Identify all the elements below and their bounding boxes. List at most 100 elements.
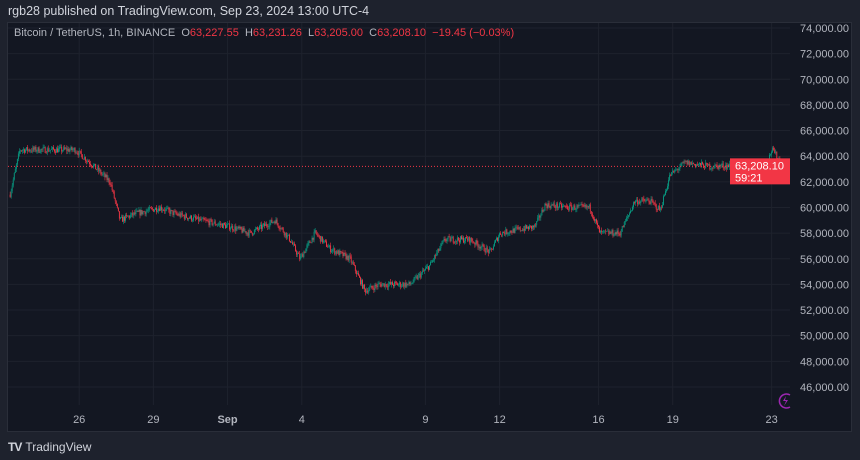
candle-body <box>551 204 553 206</box>
x-tick-label: 16 <box>592 414 604 426</box>
candle-body <box>310 242 312 244</box>
candle-body <box>291 242 292 244</box>
candle-body <box>363 284 365 289</box>
candle-body <box>511 232 513 233</box>
candle-body <box>78 150 80 156</box>
open-label: O <box>181 27 190 39</box>
candle-body <box>385 283 387 287</box>
candle-body <box>250 230 252 233</box>
candle-body <box>21 150 22 152</box>
open-value: 63,227.55 <box>189 27 239 39</box>
candle-body <box>264 223 266 227</box>
candle-body <box>86 160 88 162</box>
candle-body <box>271 219 273 223</box>
candle-body <box>627 215 629 217</box>
chart-panel[interactable] <box>7 22 852 432</box>
candle-body <box>620 231 622 236</box>
candle-body <box>662 196 664 206</box>
candle-body <box>492 246 494 250</box>
candle-body <box>594 219 596 221</box>
candle-body <box>417 275 419 280</box>
candle-body <box>29 149 31 152</box>
candle-body <box>322 240 324 243</box>
candle-body <box>770 154 772 155</box>
candle-body <box>485 247 487 253</box>
candle-body <box>328 246 330 248</box>
candle-body <box>458 240 460 243</box>
candle-body <box>386 286 388 288</box>
candle-body <box>144 211 146 215</box>
candle-body <box>433 259 435 261</box>
candle-body <box>353 264 355 266</box>
candle-body <box>42 147 44 150</box>
candle-body <box>278 226 280 229</box>
candle-body <box>350 256 352 263</box>
candle-body <box>64 147 66 150</box>
candle-body <box>442 240 444 243</box>
tradingview-logo[interactable]: TV TradingView <box>8 440 91 454</box>
candle-body <box>532 225 534 229</box>
candle-body <box>102 173 104 175</box>
candle-body <box>313 231 315 240</box>
candle-body <box>370 285 372 288</box>
candle-body <box>557 207 559 208</box>
candle-body <box>179 213 181 217</box>
candle-body <box>422 270 424 272</box>
candle-body <box>463 237 464 243</box>
candle-body <box>449 236 451 242</box>
lightning-icon[interactable] <box>778 393 791 409</box>
y-tick-label: 74,000.00 <box>800 23 849 35</box>
candle-body <box>514 227 516 233</box>
candle-body <box>685 160 687 162</box>
y-tick-label: 50,000.00 <box>800 331 849 343</box>
candle-body <box>378 283 380 285</box>
candle-body <box>389 282 391 285</box>
candle-body <box>162 210 164 211</box>
candle-body <box>419 273 421 278</box>
candle-body <box>199 218 201 222</box>
x-tick-label: 9 <box>422 414 428 426</box>
candle-body <box>346 255 348 260</box>
candle-body <box>376 285 378 287</box>
candle-body <box>439 248 441 251</box>
candle-body <box>450 238 452 242</box>
candle-body <box>11 185 13 191</box>
candle-body <box>503 232 505 233</box>
candle-body <box>40 148 42 153</box>
candle-body <box>178 213 180 216</box>
candle-body <box>69 149 71 152</box>
candle-body <box>776 151 778 159</box>
candle-body <box>357 273 359 276</box>
candle-body <box>211 219 213 225</box>
candle-body <box>728 163 730 168</box>
candle-body <box>509 230 511 234</box>
candle-body <box>286 235 288 238</box>
y-tick-label: 60,000.00 <box>800 202 849 214</box>
candle-body <box>65 148 67 150</box>
candle-body <box>715 164 717 166</box>
candle-body <box>52 147 54 150</box>
candle-body <box>634 202 636 204</box>
candle-body <box>501 234 503 236</box>
candle-body <box>325 240 326 242</box>
candle-body <box>609 232 611 235</box>
candle-body <box>459 236 461 243</box>
candle-body <box>646 199 648 201</box>
candle-body <box>218 223 220 225</box>
candle-body <box>642 198 644 200</box>
candle-body <box>175 211 177 214</box>
candle-body <box>83 157 85 160</box>
candle-body <box>380 284 382 287</box>
candle-body <box>650 198 652 204</box>
candle-body <box>84 157 86 161</box>
candle-body <box>200 218 202 221</box>
candle-body <box>413 277 415 282</box>
candle-body <box>280 227 282 229</box>
candle-body <box>484 251 486 253</box>
candle-body <box>591 213 593 217</box>
candle-body <box>699 163 700 164</box>
candle-body <box>269 222 271 227</box>
candle-body <box>521 230 523 231</box>
candle-body <box>604 230 606 232</box>
